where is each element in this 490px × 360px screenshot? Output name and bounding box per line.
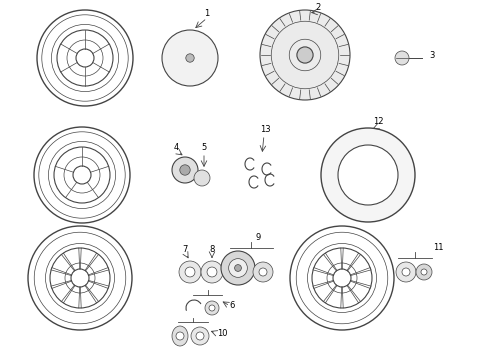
Circle shape (396, 262, 416, 282)
Circle shape (176, 332, 184, 340)
Circle shape (321, 128, 415, 222)
Text: 10: 10 (217, 329, 227, 338)
Text: 2: 2 (316, 4, 320, 13)
Circle shape (297, 47, 313, 63)
Circle shape (402, 268, 410, 276)
Circle shape (259, 268, 267, 276)
Text: 9: 9 (255, 234, 261, 243)
Text: 6: 6 (229, 302, 235, 310)
Text: 1: 1 (204, 9, 210, 18)
Circle shape (191, 327, 209, 345)
Circle shape (201, 261, 223, 283)
Circle shape (207, 267, 217, 277)
Circle shape (421, 269, 427, 275)
Circle shape (395, 51, 409, 65)
Circle shape (172, 157, 198, 183)
Text: 13: 13 (260, 126, 270, 135)
Circle shape (179, 261, 201, 283)
Text: 7: 7 (182, 246, 188, 255)
Circle shape (185, 267, 195, 277)
Circle shape (235, 265, 242, 271)
Circle shape (162, 30, 218, 86)
Circle shape (194, 170, 210, 186)
Circle shape (253, 262, 273, 282)
Text: 8: 8 (209, 246, 215, 255)
Text: 3: 3 (429, 51, 435, 60)
Ellipse shape (172, 326, 188, 346)
Text: 5: 5 (201, 144, 207, 153)
Circle shape (271, 21, 339, 89)
Text: 4: 4 (173, 144, 179, 153)
Circle shape (209, 305, 215, 311)
Circle shape (229, 258, 247, 277)
Text: 11: 11 (433, 243, 443, 252)
Circle shape (186, 54, 194, 62)
Circle shape (196, 332, 204, 340)
Circle shape (221, 251, 255, 285)
Circle shape (180, 165, 190, 175)
Circle shape (338, 145, 398, 205)
Text: 12: 12 (373, 117, 383, 126)
Circle shape (416, 264, 432, 280)
Circle shape (260, 10, 350, 100)
Circle shape (205, 301, 219, 315)
